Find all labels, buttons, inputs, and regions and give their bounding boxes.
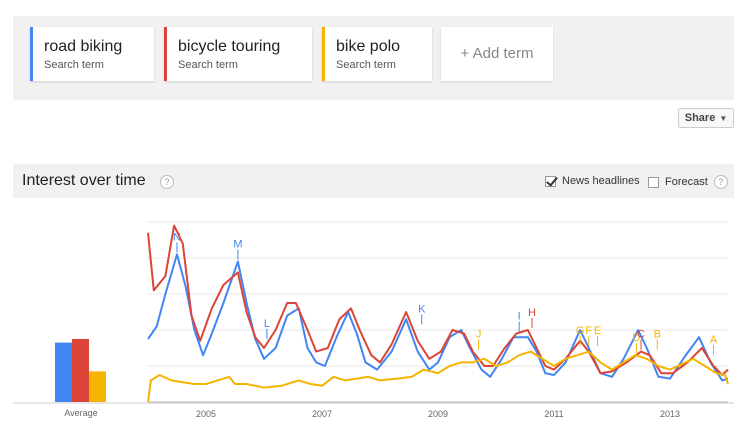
forecast-toggle[interactable]: Forecast ?: [648, 175, 728, 189]
term-subtitle: Search term: [336, 59, 396, 71]
x-tick-label: 2013: [660, 409, 680, 419]
interest-over-time-chart: N M L K J I H G F E DC B A 2005 2007 2009 2011 2013: [13, 221, 734, 419]
forecast-checkbox[interactable]: [648, 176, 659, 188]
x-tick-label: 2009: [428, 409, 448, 419]
x-axis-ticks: 2005 2007 2009 2011 2013: [196, 409, 680, 419]
share-label: Share: [684, 112, 716, 124]
forecast-help-icon[interactable]: ?: [713, 175, 728, 189]
term-color-bar: [30, 27, 33, 81]
annotation-letter: F: [585, 325, 592, 337]
average-bar: [55, 342, 72, 402]
x-tick-label: 2007: [312, 409, 332, 419]
average-bar: [72, 339, 89, 402]
news-annotations: N M L K J I H G F E DC B A: [173, 231, 718, 355]
term-name: bike polo: [336, 38, 401, 55]
term-card-road-biking[interactable]: road biking Search term: [30, 27, 154, 81]
annotation-letter: C: [637, 329, 645, 341]
interest-over-time-header: Interest over time ? News headlines Fore…: [13, 164, 734, 198]
term-color-bar: [164, 27, 167, 81]
term-name: bicycle touring: [178, 38, 281, 55]
annotation-letter: H: [528, 307, 536, 319]
annotation-letter: K: [418, 303, 426, 315]
series-lines: [147, 224, 729, 403]
news-headlines-label: News headlines: [562, 175, 640, 187]
annotation-letter: M: [233, 239, 242, 251]
annotation-letter: I: [518, 311, 521, 323]
chevron-down-icon: ▼: [719, 114, 728, 123]
term-color-bar: [322, 27, 325, 81]
news-headlines-checkbox[interactable]: [545, 175, 556, 187]
forecast-label: Forecast: [665, 176, 708, 188]
term-card-bike-polo[interactable]: bike polo Search term: [322, 27, 432, 81]
average-bar: [89, 371, 106, 402]
annotation-letter: N: [173, 231, 181, 243]
share-button[interactable]: Share ▼: [678, 108, 734, 128]
help-icon[interactable]: ?: [160, 175, 174, 189]
section-title: Interest over time: [22, 172, 146, 189]
x-tick-label: 2005: [196, 409, 216, 419]
search-terms-bar: road biking Search term bicycle touring …: [13, 16, 734, 100]
annotation-letter: A: [710, 334, 718, 346]
series-line: [147, 224, 729, 376]
series-line: [147, 350, 729, 403]
chart-gridlines: [13, 221, 734, 404]
term-subtitle: Search term: [44, 59, 104, 71]
average-label: Average: [64, 408, 98, 418]
series-line: [147, 253, 729, 382]
annotation-letter: L: [264, 318, 270, 330]
annotation-letter: D: [632, 332, 640, 344]
annotation-letter: J: [476, 329, 482, 341]
annotation-letter: E: [594, 325, 601, 337]
x-tick-label: 2011: [544, 409, 563, 419]
term-name: road biking: [44, 38, 123, 55]
annotation-letter: G: [576, 325, 585, 337]
term-card-bicycle-touring[interactable]: bicycle touring Search term: [164, 27, 312, 81]
news-headlines-toggle[interactable]: News headlines: [545, 175, 640, 187]
average-bars: [55, 339, 106, 402]
term-subtitle: Search term: [178, 59, 238, 71]
annotation-letter: B: [654, 329, 661, 341]
add-term-button[interactable]: + Add term: [441, 27, 553, 81]
